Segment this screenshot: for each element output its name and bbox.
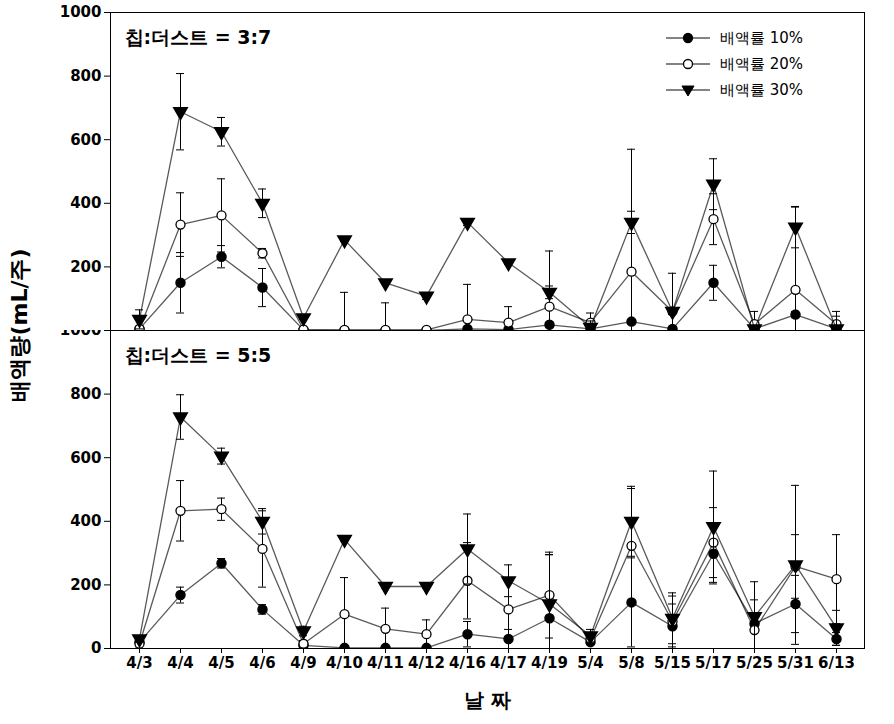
svg-text:4/10: 4/10	[326, 654, 363, 672]
svg-text:600: 600	[70, 449, 101, 467]
svg-text:4/16: 4/16	[449, 654, 486, 672]
svg-text:800: 800	[70, 385, 101, 403]
svg-text:4/9: 4/9	[290, 654, 316, 672]
svg-text:400: 400	[70, 512, 101, 530]
svg-text:200: 200	[70, 258, 101, 276]
html-text:배액량(mL/주): 배액량(mL/주)	[7, 248, 32, 402]
svg-text:200: 200	[70, 576, 101, 594]
svg-text:4/12: 4/12	[408, 654, 445, 672]
svg-text:5/17: 5/17	[695, 654, 732, 672]
svg-text:0: 0	[91, 639, 101, 657]
svg-text:1000: 1000	[60, 3, 102, 21]
svg-text:400: 400	[70, 194, 101, 212]
svg-text:5/4: 5/4	[577, 654, 603, 672]
svg-text:5/31: 5/31	[777, 654, 814, 672]
svg-text:4/11: 4/11	[367, 654, 404, 672]
svg-text:4/19: 4/19	[531, 654, 568, 672]
svg-text:5/8: 5/8	[618, 654, 644, 672]
svg-text:4/4: 4/4	[167, 654, 193, 672]
svg-text:배액률 10%: 배액률 10%	[720, 29, 803, 47]
svg-text:배액률 20%: 배액률 20%	[720, 55, 803, 73]
svg-text:칩:더스트 = 3:7: 칩:더스트 = 3:7	[125, 26, 272, 48]
svg-text:1000: 1000	[60, 330, 102, 339]
svg-text:5/15: 5/15	[654, 654, 691, 672]
svg-text:4/6: 4/6	[249, 654, 275, 672]
svg-text:날 짜: 날 짜	[464, 688, 511, 712]
svg-text:4/5: 4/5	[208, 654, 234, 672]
svg-text:600: 600	[70, 131, 101, 149]
svg-text:6/13: 6/13	[818, 654, 855, 672]
svg-text:칩:더스트 = 5:5: 칩:더스트 = 5:5	[125, 344, 272, 366]
svg-text:4/3: 4/3	[126, 654, 152, 672]
svg-text:5/25: 5/25	[736, 654, 773, 672]
svg-text:4/17: 4/17	[490, 654, 527, 672]
svg-text:800: 800	[70, 67, 101, 85]
svg-text:배액률 30%: 배액률 30%	[720, 81, 803, 99]
